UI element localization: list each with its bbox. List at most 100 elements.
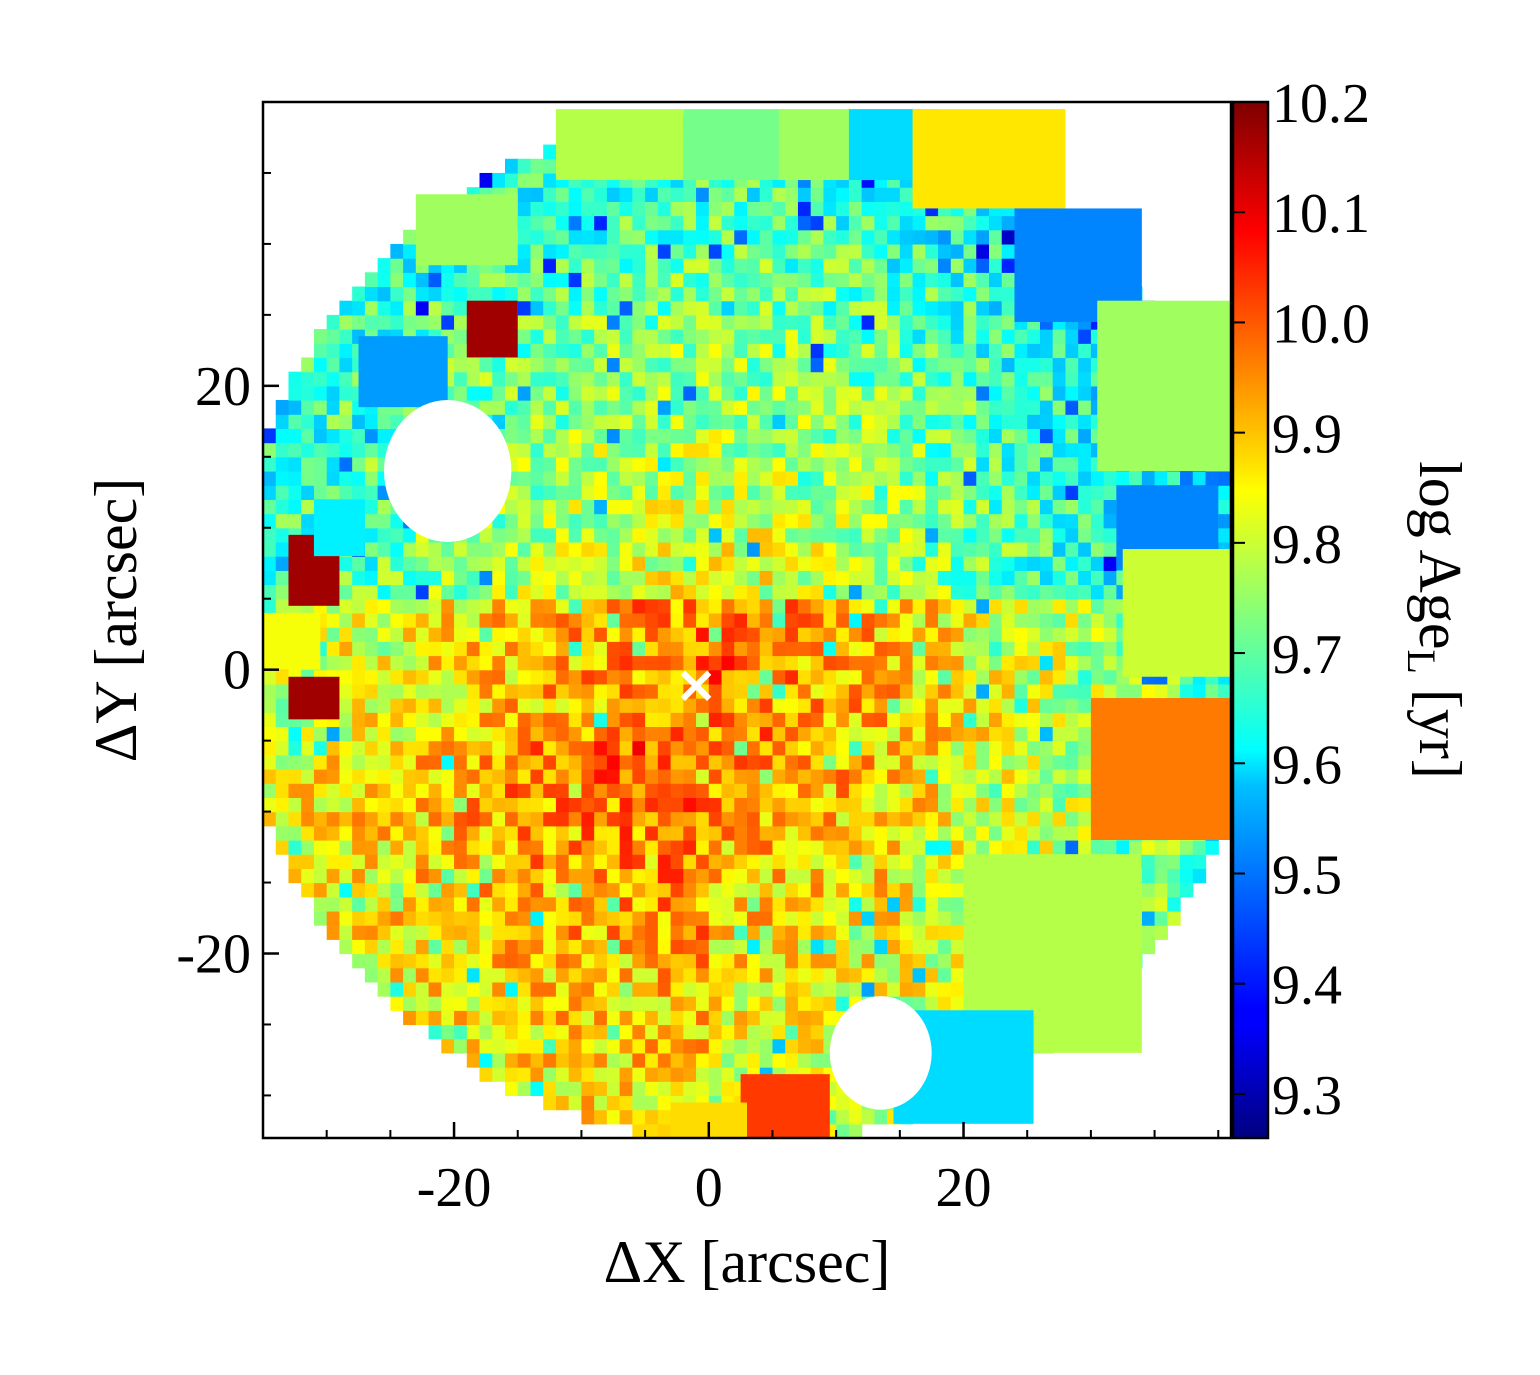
map-pixel: [759, 882, 774, 898]
map-pixel: [619, 243, 633, 259]
map-pixel: [530, 669, 544, 685]
map-pixel: [887, 527, 901, 543]
map-pixel: [657, 229, 672, 245]
map-pixel: [415, 939, 430, 955]
map-pixel: [530, 1067, 544, 1082]
map-pixel: [466, 953, 481, 969]
map-pixel: [581, 839, 595, 855]
map-pixel: [555, 953, 570, 969]
map-pixel: [848, 783, 863, 798]
map-pixel: [390, 541, 404, 557]
map-pixel: [836, 811, 850, 827]
map-pixel: [747, 825, 761, 841]
map-pixel: [403, 726, 417, 742]
map-pixel: [797, 783, 812, 798]
map-pixel: [772, 428, 786, 444]
map-pixel: [364, 910, 379, 926]
map-pixel: [339, 825, 353, 841]
map-pixel: [1014, 371, 1028, 387]
map-pixel: [619, 300, 633, 316]
map-pixel: [352, 797, 366, 813]
map-pixel: [645, 783, 659, 798]
map-pixel: [950, 868, 965, 884]
map-pixel: [301, 783, 315, 798]
map-pixel: [275, 485, 290, 500]
map-pixel: [1078, 400, 1092, 415]
map-pixel: [950, 641, 965, 657]
colorbar-title-sub: L: [1399, 649, 1444, 673]
map-pixel: [823, 385, 837, 401]
map-pixel: [823, 981, 837, 997]
map-pixel: [772, 187, 786, 202]
map-pixel: [441, 556, 455, 571]
map-pixel: [976, 371, 990, 387]
map-pixel: [339, 556, 353, 571]
map-pixel: [619, 343, 633, 359]
map-pixel: [645, 627, 659, 642]
map-pixel: [759, 981, 774, 997]
map-pixel: [428, 754, 442, 770]
map-pixel: [301, 357, 315, 373]
map-pixel: [976, 300, 990, 316]
map-pixel: [1052, 712, 1067, 728]
map-pixel: [797, 712, 812, 728]
map-pixel: [683, 357, 697, 373]
map-pixel: [887, 300, 901, 316]
map-pixel: [313, 783, 328, 798]
map-pixel: [301, 513, 315, 529]
colorbar-tick-label: 9.9: [1272, 404, 1342, 466]
map-pixel: [989, 329, 1003, 344]
map-pixel: [505, 740, 519, 756]
map-pixel: [645, 556, 659, 571]
map-pixel: [517, 996, 532, 1011]
map-pixel: [352, 612, 366, 628]
map-pixel: [657, 556, 672, 571]
map-pixel: [428, 1010, 442, 1026]
map-pixel: [1039, 499, 1054, 515]
map-pixel: [568, 726, 583, 742]
map-pixel: [836, 797, 850, 813]
map-pixel: [263, 570, 277, 586]
map-pixel: [1192, 683, 1207, 699]
map-pixel: [963, 769, 977, 784]
map-pixel: [772, 541, 786, 557]
map-pixel: [772, 258, 786, 273]
map-pixel: [517, 527, 532, 543]
map-pixel: [734, 839, 748, 855]
map-pixel: [925, 740, 939, 756]
map-pixel: [390, 598, 404, 614]
map-pixel: [721, 669, 735, 685]
map-pixel: [1078, 655, 1092, 671]
map-pixel: [912, 783, 926, 798]
map-pixel: [1039, 400, 1054, 415]
map-pixel: [836, 712, 850, 728]
map-pixel: [492, 669, 506, 685]
map-pixel: [950, 470, 965, 486]
map-pixel: [861, 612, 875, 628]
map-pixel: [696, 428, 710, 444]
map-pixel: [785, 314, 799, 330]
map-pixel: [263, 797, 277, 813]
map-pixel: [836, 882, 850, 898]
map-pixel: [708, 797, 723, 813]
map-pixel: [288, 825, 302, 841]
map-pixel: [543, 442, 557, 458]
map-pixel: [823, 485, 837, 500]
map-pixel: [747, 939, 761, 955]
map-pixel: [657, 1081, 672, 1097]
map-pixel: [594, 485, 608, 500]
map-pixel: [823, 400, 837, 415]
map-pixel: [441, 300, 455, 316]
map-pixel: [772, 655, 786, 671]
map-pixel: [772, 698, 786, 713]
map-pixel: [1027, 499, 1041, 515]
map-pixel: [734, 371, 748, 387]
map-pixel: [415, 698, 430, 713]
map-pixel: [364, 882, 379, 898]
map-pixel: [339, 598, 353, 614]
map-pixel: [594, 754, 608, 770]
map-pixel: [606, 740, 621, 756]
map-pixel: [505, 712, 519, 728]
map-pixel: [275, 698, 290, 713]
map-pixel: [670, 925, 684, 940]
